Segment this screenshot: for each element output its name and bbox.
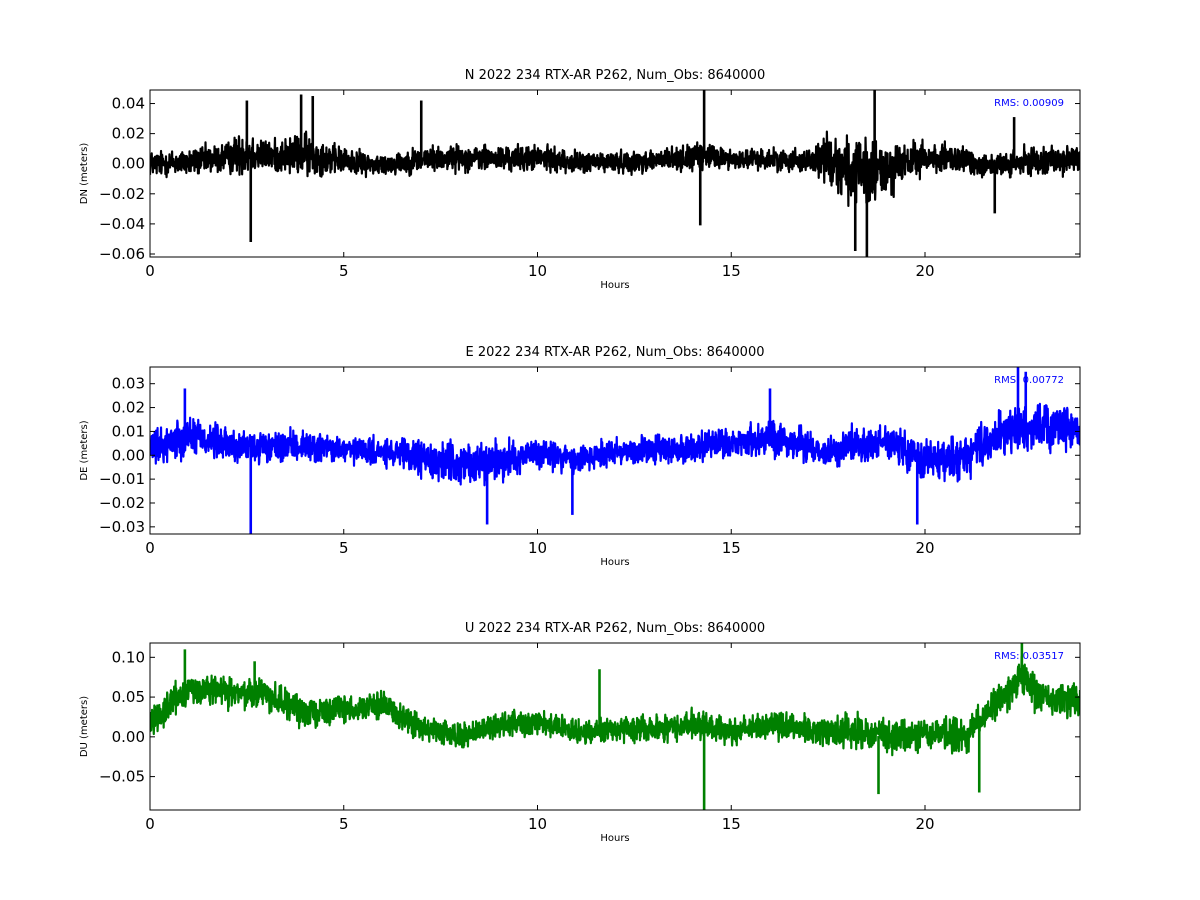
series-up-line xyxy=(150,655,1080,757)
x-axis-label-up: Hours xyxy=(600,833,629,844)
ytick-label-north-3: −0.02 xyxy=(99,185,145,203)
ytick-label-east-5: −0.02 xyxy=(99,494,145,512)
xtick-label-east-1: 5 xyxy=(339,539,349,557)
y-axis-label-east: DE (meters) xyxy=(79,420,90,480)
series-east-line xyxy=(150,402,1080,487)
rms-annotation-east: RMS: 0.00772 xyxy=(994,375,1064,386)
ytick-label-north-5: −0.06 xyxy=(99,245,145,263)
xtick-label-east-0: 0 xyxy=(145,539,155,557)
ytick-label-east-6: −0.03 xyxy=(99,518,145,536)
chart-title-north: N 2022 234 RTX-AR P262, Num_Obs: 8640000 xyxy=(465,68,765,83)
xtick-label-east-4: 20 xyxy=(915,539,934,557)
xtick-label-east-3: 15 xyxy=(722,539,741,557)
ytick-label-east-2: 0.01 xyxy=(112,422,145,440)
xtick-label-north-3: 15 xyxy=(722,262,741,280)
ytick-label-up-2: 0.00 xyxy=(112,728,145,746)
axes-frame-east xyxy=(149,366,1081,535)
panel-up: 0 5 10 15 20 0.10 0.05 0.00 −0.05 U 2022 234 RTX-… xyxy=(79,621,1081,844)
chart-title-up: U 2022 234 RTX-AR P262, Num_Obs: 8640000 xyxy=(465,621,765,636)
panel-east: 0 5 10 15 20 0.03 0.02 0.01 0.00 −0.01 −0.02 −0.03 E… xyxy=(79,345,1081,568)
ytick-label-north-1: 0.02 xyxy=(112,125,145,143)
axes-frame-north xyxy=(149,89,1081,258)
xtick-label-north-1: 5 xyxy=(339,262,349,280)
rms-annotation-up: RMS: 0.03517 xyxy=(994,651,1064,662)
ytick-label-east-1: 0.02 xyxy=(112,399,145,417)
xtick-label-up-1: 5 xyxy=(339,815,349,833)
ytick-label-north-0: 0.04 xyxy=(112,95,145,113)
x-axis-label-east: Hours xyxy=(600,557,629,568)
xtick-label-up-3: 15 xyxy=(722,815,741,833)
chart-title-east: E 2022 234 RTX-AR P262, Num_Obs: 8640000 xyxy=(466,345,765,360)
series-north-line xyxy=(150,130,1080,207)
xtick-label-north-0: 0 xyxy=(145,262,155,280)
y-axis-label-north: DN (meters) xyxy=(79,143,90,205)
xtick-label-up-0: 0 xyxy=(145,815,155,833)
axes-frame-up xyxy=(149,642,1081,811)
xtick-label-north-2: 10 xyxy=(528,262,547,280)
panel-north: 0 5 10 15 20 0.04 0.02 0.00 −0.02 −0.04 −0.06 N 202… xyxy=(79,68,1081,291)
ytick-label-north-4: −0.04 xyxy=(99,215,145,233)
ytick-label-up-1: 0.05 xyxy=(112,688,145,706)
xtick-label-up-4: 20 xyxy=(915,815,934,833)
ytick-label-up-0: 0.10 xyxy=(112,648,145,666)
rms-annotation-north: RMS: 0.00909 xyxy=(994,98,1064,109)
xtick-label-north-4: 20 xyxy=(915,262,934,280)
y-axis-label-up: DU (meters) xyxy=(79,696,90,757)
xtick-label-east-2: 10 xyxy=(528,539,547,557)
ytick-label-east-3: 0.00 xyxy=(112,446,145,464)
ytick-label-up-3: −0.05 xyxy=(99,768,145,786)
x-axis-label-north: Hours xyxy=(600,280,629,291)
ytick-label-east-4: −0.01 xyxy=(99,470,145,488)
ytick-label-east-0: 0.03 xyxy=(112,375,145,393)
ytick-label-north-2: 0.00 xyxy=(112,155,145,173)
xtick-label-up-2: 10 xyxy=(528,815,547,833)
